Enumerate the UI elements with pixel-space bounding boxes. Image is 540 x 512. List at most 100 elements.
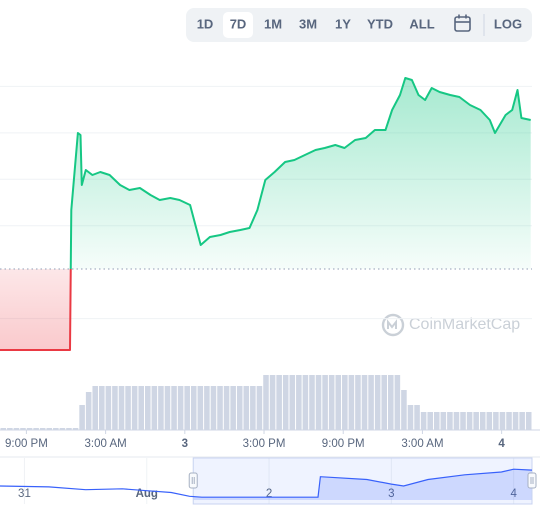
volume-bar: [499, 412, 506, 430]
volume-bar: [407, 405, 414, 430]
volume-bar: [381, 375, 388, 430]
volume-bar: [158, 386, 164, 430]
x-tick-label: 9:00 PM: [5, 438, 48, 450]
volume-bar: [243, 386, 250, 430]
watermark: CoinMarketCap: [381, 313, 520, 337]
price-area: [0, 78, 531, 350]
volume-bar: [72, 428, 79, 430]
volume-bar: [519, 412, 525, 430]
volume-bar: [66, 428, 72, 430]
volume-bar: [151, 386, 158, 430]
range-button[interactable]: YTD: [367, 16, 393, 31]
volume-bar: [440, 412, 447, 430]
volume-bar: [0, 428, 7, 430]
volume-bar: [309, 375, 315, 430]
navigator-tick-label: 4: [510, 488, 517, 500]
calendar-button[interactable]: [454, 14, 471, 32]
range-bar: [186, 8, 532, 42]
volume-bar: [177, 386, 184, 430]
volume-bar: [453, 412, 460, 430]
calendar-icon: [454, 16, 471, 32]
watermark-logo: [387, 319, 397, 329]
volume-bar: [460, 412, 466, 430]
volume-bar: [33, 428, 39, 430]
navigator-tick-label: 2: [266, 488, 272, 500]
navigator-area: [193, 469, 532, 500]
volume-bar: [256, 386, 263, 430]
volume-bar: [493, 412, 499, 430]
volume-bar: [315, 375, 322, 430]
volume-bar: [479, 412, 486, 430]
volume-bar: [131, 386, 138, 430]
volume-bar: [204, 386, 210, 430]
volume-bar: [282, 375, 289, 430]
volume-bar: [53, 428, 59, 430]
volume-bar: [348, 375, 355, 430]
volume-bar: [368, 375, 374, 430]
volume-bar: [506, 412, 512, 430]
volume-bar: [355, 375, 361, 430]
log-button[interactable]: LOG: [494, 16, 522, 31]
watermark-text: CoinMarketCap: [409, 316, 520, 333]
watermark-logo: [381, 313, 405, 337]
volume-bar: [190, 386, 197, 430]
volume-bar: [269, 375, 276, 430]
volume-bar: [414, 405, 420, 430]
volume-bar: [99, 386, 105, 430]
volume-bar: [335, 375, 342, 430]
volume-bar: [164, 386, 171, 430]
range-buttons: 1D 7D 1M 3M 1Y YTD ALL: [197, 12, 435, 38]
range-button[interactable]: ALL: [409, 16, 434, 31]
volume-bar: [374, 375, 381, 430]
volume-bar: [328, 375, 335, 430]
x-tick-label: 9:00 PM: [322, 438, 365, 450]
volume-bar: [230, 386, 236, 430]
volume-bar: [112, 386, 118, 430]
volume-bar: [92, 386, 99, 430]
volume-bar: [473, 412, 479, 430]
volume-bar: [263, 375, 269, 430]
volume-bar: [289, 375, 296, 430]
range-button[interactable]: 1M: [264, 16, 282, 31]
volume-bar: [125, 386, 131, 430]
volume-bar: [184, 386, 190, 430]
volume-bar: [361, 375, 368, 430]
navigator-tick-label: 3: [388, 488, 394, 500]
volume-bar: [138, 386, 144, 430]
volume-bar: [525, 412, 532, 430]
volume-bar: [46, 428, 53, 430]
range-button[interactable]: 7D: [230, 16, 247, 31]
x-tick-label: 3: [182, 438, 188, 450]
volume-bar: [486, 412, 493, 430]
navigator-line: [0, 468, 533, 498]
range-button-selected: [223, 12, 253, 38]
volume-bar: [79, 405, 85, 430]
range-button[interactable]: 1D: [197, 16, 214, 31]
x-tick-label: 3:00 AM: [85, 438, 127, 450]
volume-bar: [217, 386, 223, 430]
range-button[interactable]: 3M: [299, 16, 317, 31]
volume-bar: [466, 412, 473, 430]
plot: 9:00 PM 3:00 AM 3 3:00 PM 9:00 PM 3:00 AM 431 A…: [0, 77, 540, 505]
volume-bar: [433, 412, 440, 430]
volume-bar: [401, 390, 407, 430]
x-tick-label: 3:00 AM: [401, 438, 443, 450]
volume-bar: [20, 428, 26, 430]
volume-bar: [171, 386, 177, 430]
volume-bar: [85, 392, 92, 430]
volume-bar: [13, 428, 20, 430]
volume-bar: [427, 412, 433, 430]
x-tick-label: 3:00 PM: [243, 438, 286, 450]
range-button[interactable]: 1Y: [335, 16, 351, 31]
volume-bar: [118, 386, 125, 430]
price-line: [0, 77, 531, 351]
volume-bar: [420, 412, 427, 430]
navigator-selection: [192, 457, 533, 505]
volume-bar: [7, 428, 13, 430]
x-tick-label: 4: [498, 438, 505, 450]
volume-bar: [144, 386, 151, 430]
navigator-handle[interactable]: [527, 472, 537, 489]
navigator-handle[interactable]: [188, 472, 198, 489]
